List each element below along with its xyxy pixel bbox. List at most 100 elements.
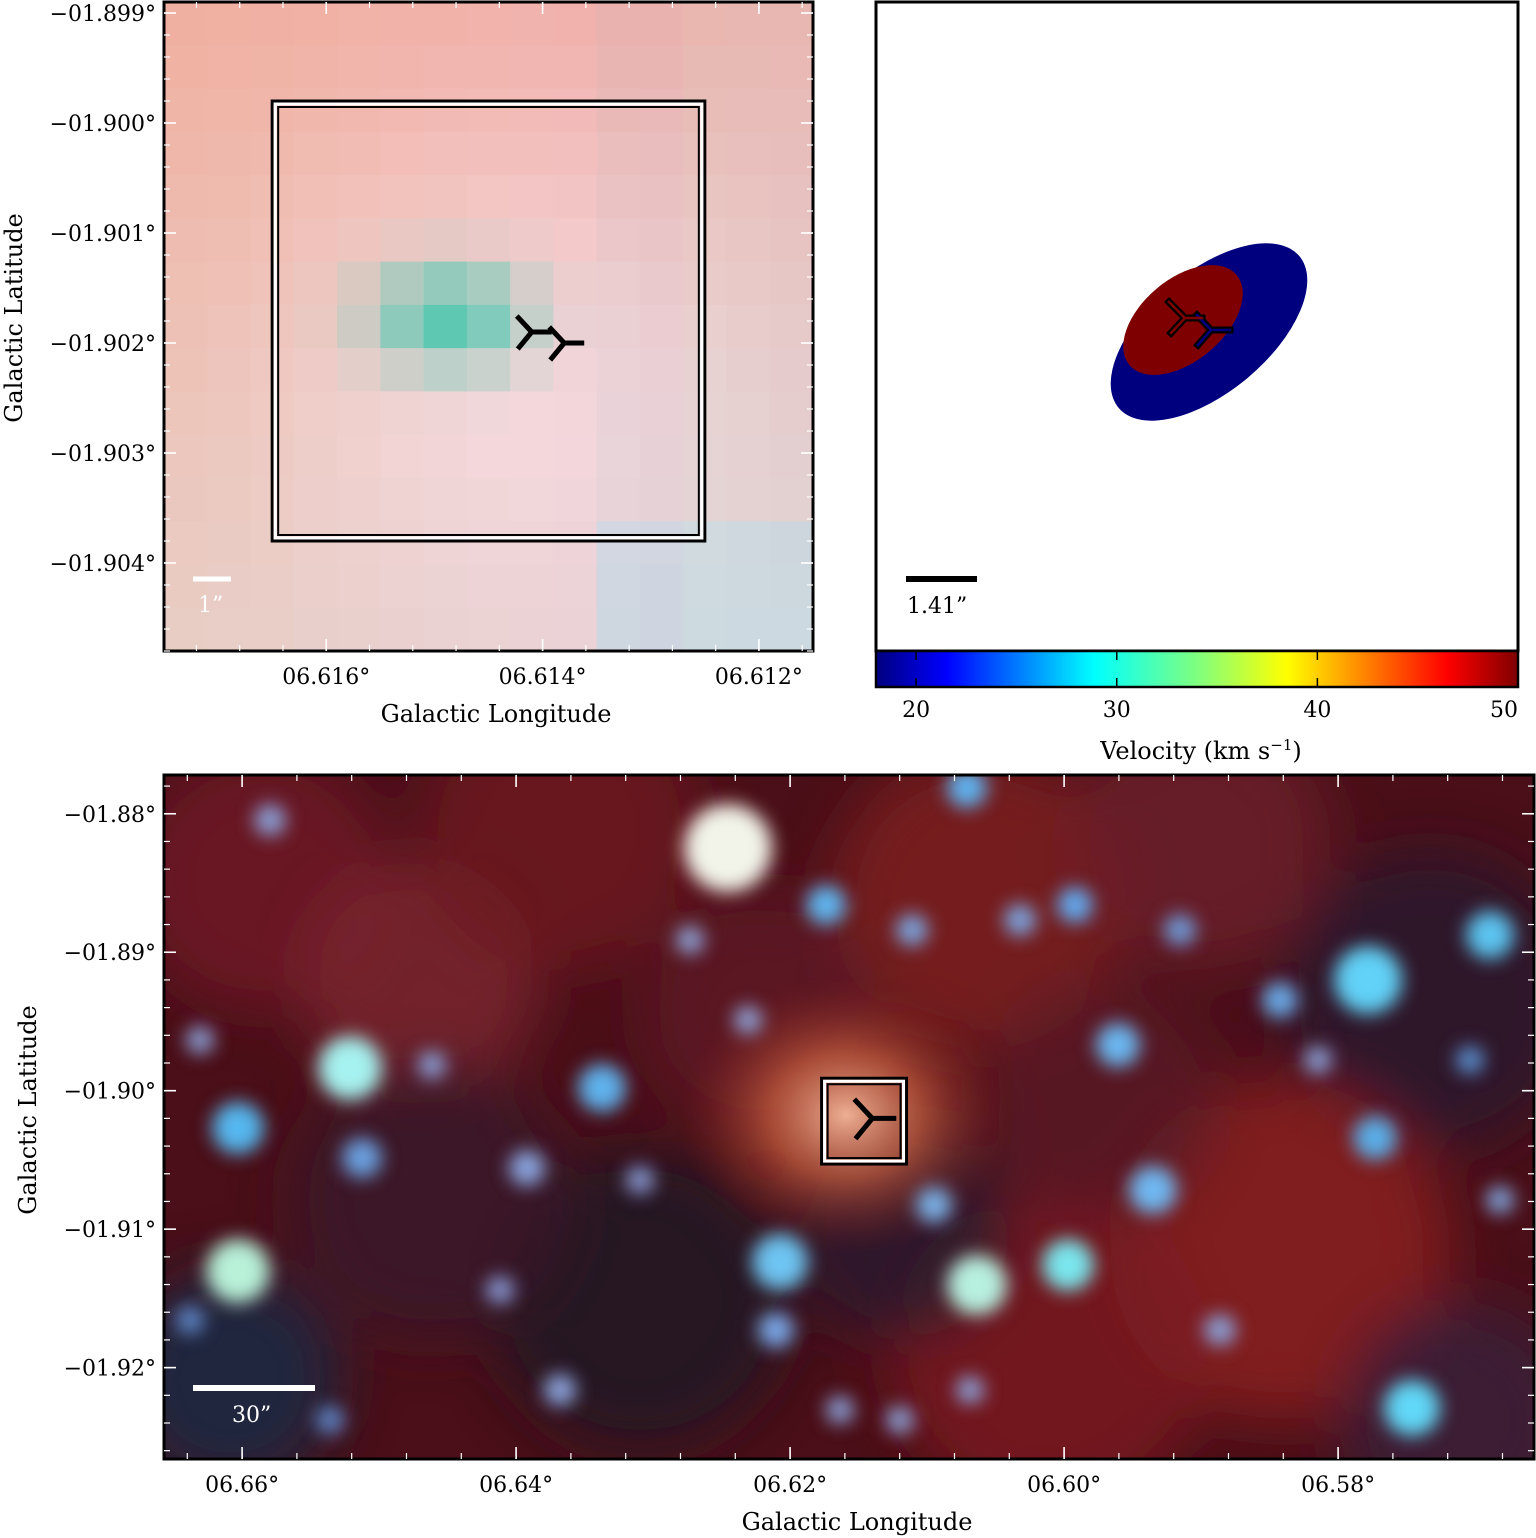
- pixel: [466, 88, 511, 133]
- pixel: [769, 175, 813, 219]
- pixel: [510, 434, 554, 479]
- pixel: [423, 607, 468, 651]
- pixel: [769, 218, 813, 263]
- pixel: [466, 45, 511, 90]
- pixel: [380, 304, 425, 349]
- pixel: [596, 348, 641, 392]
- pixel: [380, 131, 425, 176]
- widefield-panel: 06.66° 06.64° 06.62° 06.60° 06.58° −01.88° −01…: [14, 773, 1536, 1536]
- pixel: [207, 434, 252, 479]
- star: [1096, 1023, 1140, 1067]
- pixel: [207, 304, 252, 349]
- pixel: [164, 521, 208, 566]
- star: [896, 914, 928, 946]
- pixel: [553, 218, 598, 263]
- pixel: [337, 131, 381, 176]
- star: [254, 804, 286, 836]
- star: [1456, 1046, 1484, 1074]
- pixel: [639, 607, 684, 651]
- pixel: [769, 564, 813, 609]
- marker-icon: [547, 325, 585, 362]
- pixel: [639, 348, 684, 392]
- pixel: [380, 348, 425, 392]
- scale-bar-label: 1”: [198, 593, 223, 618]
- y-tick-label: −01.902°: [50, 332, 156, 357]
- pixel: [380, 218, 425, 263]
- pixel: [510, 564, 554, 609]
- star: [186, 1026, 214, 1054]
- star: [418, 1051, 446, 1079]
- source-markers: [514, 314, 585, 362]
- pixel: [596, 477, 641, 522]
- background-emission: [164, 1270, 340, 1459]
- pixel: [596, 434, 641, 479]
- star: [684, 804, 772, 892]
- pixel: [164, 477, 208, 522]
- pixel: [596, 175, 641, 219]
- star: [1304, 1046, 1332, 1074]
- x-tick-label: 06.616°: [282, 665, 370, 690]
- pixel: [553, 521, 598, 566]
- pixel: [769, 88, 813, 133]
- star: [509, 1150, 545, 1186]
- pixel: [337, 88, 381, 133]
- star: [342, 1138, 382, 1178]
- scale-bar-label: 1.41”: [907, 594, 967, 619]
- pixel: [726, 564, 771, 609]
- y-tick-label: −01.89°: [64, 941, 156, 966]
- pixel: [466, 304, 511, 349]
- pixel: [466, 261, 511, 306]
- pixel: [726, 261, 771, 306]
- pixel: [293, 45, 338, 90]
- star: [826, 1396, 854, 1424]
- star: [206, 1239, 270, 1303]
- pixel: [164, 391, 208, 436]
- panel-frame: [162, 773, 1536, 1461]
- background-emission: [1070, 775, 1330, 970]
- pixel: [164, 607, 208, 651]
- pixel: [639, 45, 684, 90]
- pixel: [250, 607, 295, 651]
- pixel: [769, 607, 813, 651]
- pixel: [207, 521, 252, 566]
- pixel: [510, 521, 554, 566]
- source-markers: [852, 1097, 897, 1141]
- pixel: [423, 348, 468, 392]
- pixel: [337, 261, 381, 306]
- pixel: [553, 607, 598, 651]
- pixel: [683, 2, 728, 46]
- pixel: [683, 564, 728, 609]
- colorbar-label: Velocity (km s−1): [1099, 736, 1302, 765]
- pixel: [466, 564, 511, 609]
- star: [956, 1376, 984, 1404]
- pixel: [423, 218, 468, 263]
- pixel: [553, 391, 598, 436]
- pixel: [510, 88, 554, 133]
- pixel: [423, 564, 468, 609]
- box-white: [823, 1079, 906, 1163]
- pixel: [423, 391, 468, 436]
- pixel: [639, 391, 684, 436]
- colorbar-tick-label: 50: [1490, 698, 1518, 723]
- pixel: [423, 175, 468, 219]
- pixel: [769, 304, 813, 349]
- pixel: [553, 261, 598, 306]
- pixel: [510, 131, 554, 176]
- x-tick-label: 06.58°: [1301, 1473, 1375, 1498]
- pixel: [553, 564, 598, 609]
- source-box: [270, 99, 707, 543]
- pixel: [726, 218, 771, 263]
- star: [676, 926, 704, 954]
- pixel: [250, 564, 295, 609]
- pixel: [553, 2, 598, 46]
- pixel: [337, 348, 381, 392]
- star: [752, 1234, 808, 1290]
- pixel: [380, 607, 425, 651]
- pixel: [726, 477, 771, 522]
- y-tick-label: −01.88°: [64, 803, 156, 828]
- pixel: [337, 45, 381, 90]
- star: [1486, 1186, 1514, 1214]
- pixel: [293, 391, 338, 436]
- pixel: [596, 131, 641, 176]
- colorbar-tick-label: 40: [1303, 698, 1331, 723]
